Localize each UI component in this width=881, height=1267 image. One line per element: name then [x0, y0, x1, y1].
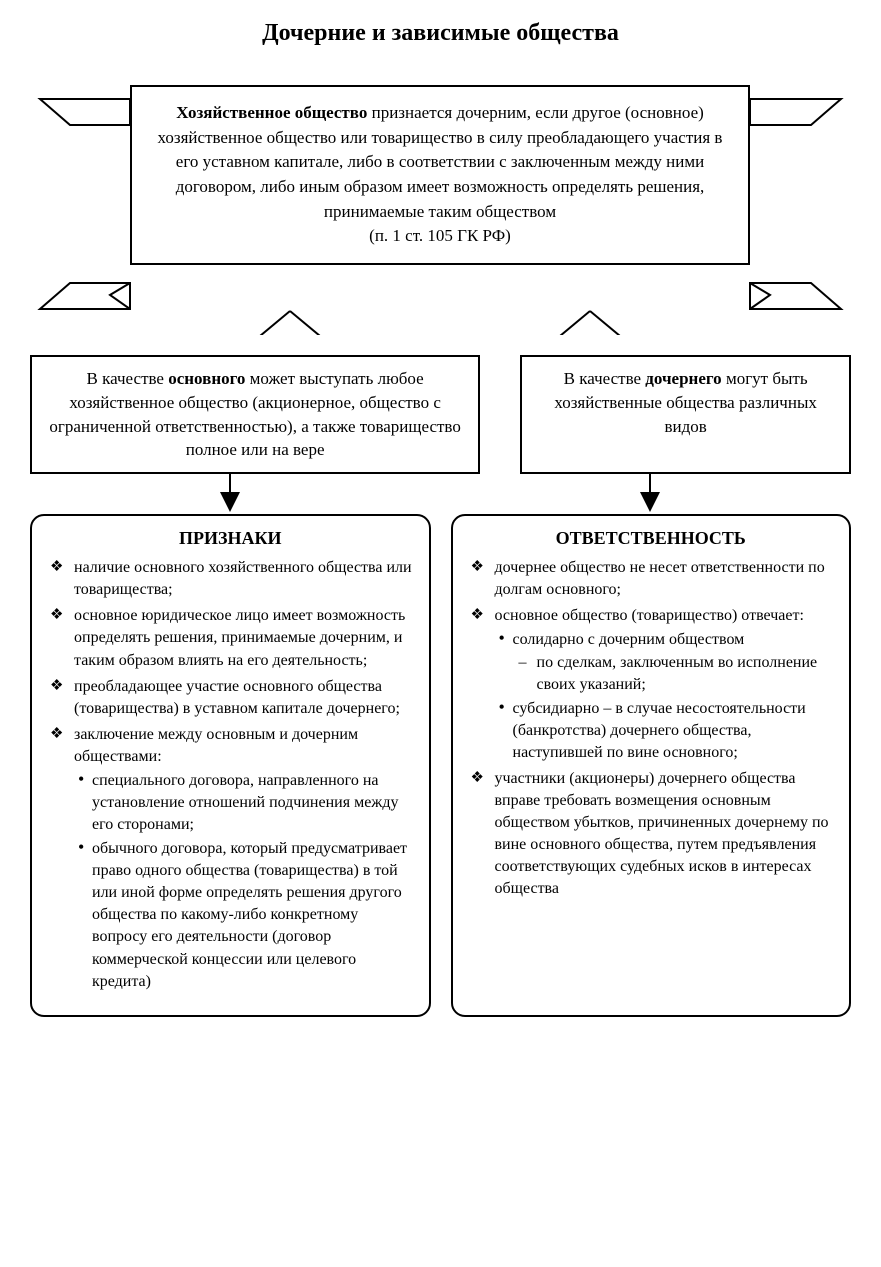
list-item: обычного договора, который предусматрива…	[74, 838, 413, 993]
mid-right-bold: дочернего	[645, 369, 721, 388]
mid-row: В качестве основного может выступать люб…	[30, 355, 851, 474]
arrow-connectors	[30, 474, 851, 514]
definition-box: Хозяйственное общество признается дочерн…	[130, 85, 750, 265]
panel-features-heading: ПРИЗНАКИ	[48, 528, 413, 549]
list-item: участники (акционеры) дочернего общества…	[469, 768, 834, 900]
sub-list: специального договора, направленного на …	[74, 770, 413, 993]
mid-left-pre: В качестве	[87, 369, 169, 388]
list-item: преобладающее участие основного общества…	[48, 676, 413, 720]
list-item: дочернее общество не несет ответственнос…	[469, 557, 834, 601]
features-list: наличие основного хозяйственного обществ…	[48, 557, 413, 992]
mid-box-main: В качестве основного может выступать люб…	[30, 355, 480, 474]
definition-citation: (п. 1 ст. 105 ГК РФ)	[369, 226, 511, 245]
sub-list: солидарно с дочерним обществомпо сделкам…	[495, 629, 834, 763]
list-item: специального договора, направленного на …	[74, 770, 413, 836]
mid-right-pre: В качестве	[564, 369, 646, 388]
page-title: Дочерние и зависимые общества	[30, 20, 851, 47]
liability-list: дочернее общество не несет ответственнос…	[469, 557, 834, 900]
definition-lead: Хозяйственное общество	[176, 103, 367, 122]
bottom-row: ПРИЗНАКИ наличие основного хозяйственног…	[30, 514, 851, 1016]
list-item: наличие основного хозяйственного обществ…	[48, 557, 413, 601]
panel-liability-heading: ОТВЕТСТВЕННОСТЬ	[469, 528, 834, 549]
panel-features: ПРИЗНАКИ наличие основного хозяйственног…	[30, 514, 431, 1016]
list-item: по сделкам, заключенным во исполнение св…	[513, 652, 834, 696]
list-item: основное юридическое лицо имеет возможно…	[48, 605, 413, 671]
list-item: субсидиарно – в случае несостоятельности…	[495, 698, 834, 764]
list-item: заключение между основным и дочерним общ…	[48, 724, 413, 993]
list-item: основное общество (товарищество) отвечае…	[469, 605, 834, 764]
list-item: солидарно с дочерним обществомпо сделкам…	[495, 629, 834, 695]
mid-left-bold: основного	[168, 369, 245, 388]
mid-box-subsidiary: В качестве дочернего могут быть хозяйств…	[520, 355, 851, 474]
definition-banner: Хозяйственное общество признается дочерн…	[30, 65, 851, 335]
panel-liability: ОТВЕТСТВЕННОСТЬ дочернее общество не нес…	[451, 514, 852, 1016]
sub-sub-list: по сделкам, заключенным во исполнение св…	[513, 652, 834, 696]
